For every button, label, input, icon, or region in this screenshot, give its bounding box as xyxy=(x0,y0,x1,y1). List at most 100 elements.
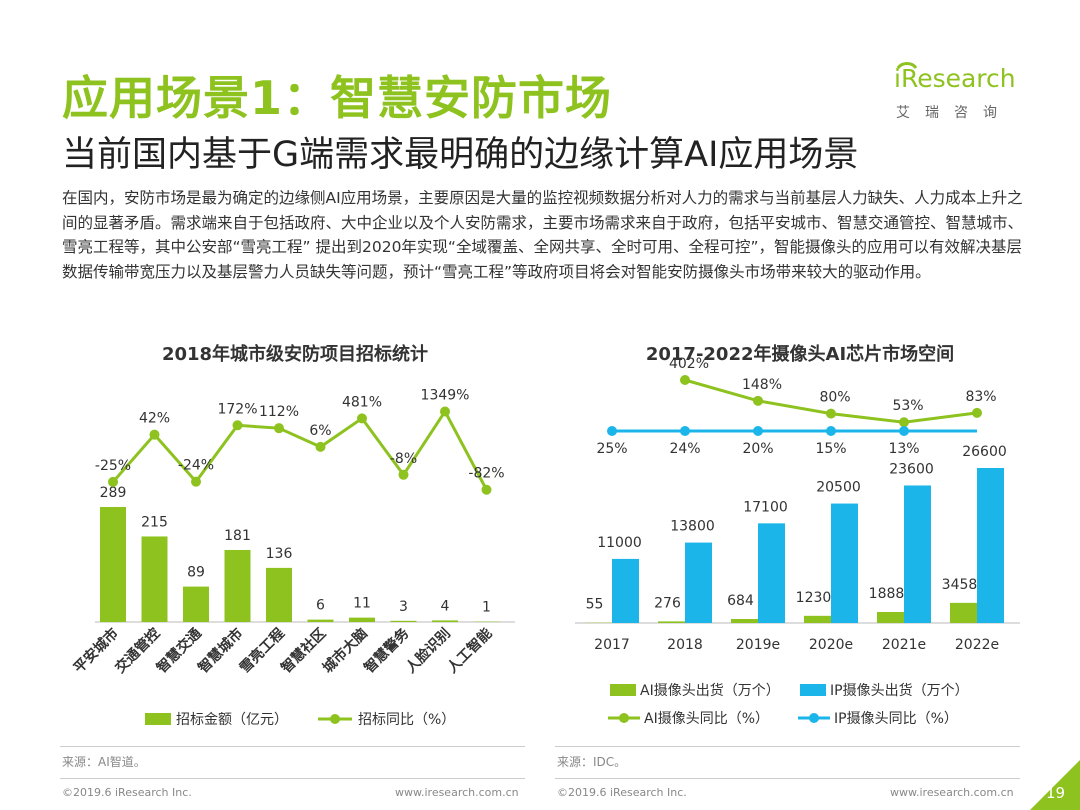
chart1-yoy-label: 6% xyxy=(309,423,331,439)
chart2-ai-yoy-label: 53% xyxy=(892,398,923,414)
chart1-yoy-label: 1349% xyxy=(421,387,470,403)
chart2-ai-bar-label: 684 xyxy=(727,593,754,609)
footer-copyright-left: ©2019.6 iResearch Inc. xyxy=(62,786,192,799)
chart2-ip-bar xyxy=(612,558,639,623)
chart2-ip-bar-label: 13800 xyxy=(670,519,715,535)
chart2-ip-bar xyxy=(685,542,712,623)
chart2-ip-yoy-point xyxy=(826,426,836,436)
chart1-category-label: 交通管控 xyxy=(112,625,164,677)
chart2-ip-yoy-label: 25% xyxy=(596,441,627,457)
chart1-bar xyxy=(183,586,209,622)
chart1-yoy-point xyxy=(274,423,284,434)
chart2-ai-yoy-point xyxy=(826,408,836,419)
chart2-ai-yoy-label: 80% xyxy=(819,390,850,406)
body-paragraph: 在国内，安防市场是最为确定的边缘侧AI应用场景，主要原因是大量的监控视频数据分析… xyxy=(62,189,1024,281)
chart2-ip-bar-label: 26600 xyxy=(962,444,1007,460)
chart1-category-label: 智慧城市 xyxy=(194,625,246,677)
logo-text: iResearch xyxy=(894,64,1016,93)
chart1-bar-label: 89 xyxy=(187,565,205,581)
chart2-ip-bar xyxy=(904,485,931,623)
chart1-yoy-label: 172% xyxy=(217,401,257,417)
chart2-ai-bar xyxy=(804,615,831,623)
chart1-svg: 289 平安城市 215 交通管控 89 智慧交通 181 智慧城市 136 雪亮工程 6 智慧社区 1… xyxy=(70,387,515,728)
chart2-ai-yoy-label: 83% xyxy=(965,389,996,405)
chart1-yoy-point xyxy=(108,476,118,487)
iresearch-logo: iResearch 艾瑞咨询 xyxy=(890,58,1030,124)
chart2-legend-ip-bar-swatch xyxy=(800,684,826,696)
chart1-bar-label: 1 xyxy=(482,600,491,616)
chart1-category-label: 人工智能 xyxy=(444,625,496,677)
chart1-bar xyxy=(307,619,334,622)
logo-leaf-icon xyxy=(896,62,918,69)
chart2-ip-bar xyxy=(977,468,1004,623)
chart1-bar xyxy=(100,507,126,622)
source-left: 来源：AI智道。 xyxy=(62,755,146,769)
chart1-category-label: 智慧交通 xyxy=(153,625,205,677)
chart2-ai-bar-label: 276 xyxy=(654,595,681,611)
chart1-category-label: 人脸识别 xyxy=(402,625,454,677)
chart1-bar-label: 136 xyxy=(266,546,293,562)
logo-subtitle: 艾瑞咨询 xyxy=(896,105,1012,121)
chart2-ai-bar xyxy=(658,621,685,623)
chart1-bar-label: 215 xyxy=(141,514,168,530)
chart2-ip-yoy-label: 13% xyxy=(888,441,919,457)
chart2-ai-yoy-label: 402% xyxy=(669,356,709,372)
page-corner-triangle xyxy=(1030,760,1080,810)
chart2-ip-yoy-label: 15% xyxy=(815,441,846,457)
chart2-ip-yoy-point xyxy=(899,426,909,436)
chart2-ai-bar-label: 55 xyxy=(586,597,604,613)
chart1-category-label: 智慧社区 xyxy=(277,625,329,677)
chart2-legend-ip-line-label: IP摄像头同比（%） xyxy=(834,711,958,727)
chart2-svg: 55 11000 2017 276 13800 2018 684 17100 2019e 1230… xyxy=(575,356,1020,727)
chart1-legend-bar-swatch xyxy=(145,713,171,725)
chart1-yoy-label: 112% xyxy=(259,404,299,420)
chart2-title: 2017-2022年摄像头AI芯片市场空间 xyxy=(645,344,955,365)
footer-divider-left xyxy=(60,778,525,779)
chart2-ip-bar xyxy=(758,523,785,623)
chart1-yoy-label: 42% xyxy=(139,411,170,427)
chart1-bar xyxy=(141,536,168,622)
footer-divider-right xyxy=(555,778,1020,779)
footer-url-right: www.iresearch.com.cn xyxy=(890,786,1014,799)
chart2-ip-yoy-label: 20% xyxy=(742,441,773,457)
chart1-category-label: 平安城市 xyxy=(70,625,122,677)
chart1-bar-label: 4 xyxy=(441,598,450,614)
chart1-yoy-label: -82% xyxy=(468,466,504,482)
chart2-legend-ai-bar-swatch xyxy=(610,684,636,696)
chart2-category-label: 2019e xyxy=(736,637,780,653)
chart2-ip-yoy-point xyxy=(753,426,763,436)
page-subtitle: 当前国内基于G端需求最明确的边缘计算AI应用场景 xyxy=(62,135,859,175)
chart1-legend-line-marker xyxy=(330,714,340,724)
chart1-yoy-point xyxy=(398,469,409,480)
chart1-bar-label: 3 xyxy=(399,599,408,615)
chart1-bar xyxy=(224,549,251,622)
chart2-category-label: 2018 xyxy=(667,637,703,653)
chart1-category-label: 智慧警务 xyxy=(360,624,413,677)
divider-left xyxy=(60,746,525,747)
chart1-category-label: 城市大脑 xyxy=(319,625,371,677)
chart1-bar-label: 11 xyxy=(353,596,371,612)
chart1-yoy-point xyxy=(232,420,243,431)
chart1-bar-label: 6 xyxy=(316,598,325,614)
chart1-yoy-point xyxy=(315,441,326,452)
chart2-legend-ai-line-marker xyxy=(619,713,629,723)
chart1-legend-line-label: 招标同比（%） xyxy=(358,712,455,728)
chart1-bar xyxy=(390,620,417,622)
chart2-ip-yoy-label: 24% xyxy=(669,441,700,457)
page-number: 19 xyxy=(1046,784,1066,802)
chart1-bar xyxy=(432,620,458,622)
chart2-category-label: 2017 xyxy=(594,637,630,653)
chart2-ai-yoy-point xyxy=(899,417,909,428)
chart2-ip-bar-label: 23600 xyxy=(889,461,934,477)
chart1-bar xyxy=(349,617,375,622)
chart1-title: 2018年城市级安防项目招标统计 xyxy=(161,344,429,365)
chart2-ai-yoy-point xyxy=(753,395,763,406)
page-title: 应用场景1：智慧安防市场 xyxy=(62,71,613,125)
chart2-ip-bar-label: 20500 xyxy=(816,480,861,496)
chart2-ip-bar xyxy=(831,503,858,623)
chart2-ai-bar xyxy=(877,611,904,623)
footer-url-left: www.iresearch.com.cn xyxy=(395,786,519,799)
chart2-ai-bar xyxy=(950,602,977,623)
chart1-yoy-label: -25% xyxy=(95,458,131,474)
chart2-ai-yoy-point xyxy=(972,407,982,418)
